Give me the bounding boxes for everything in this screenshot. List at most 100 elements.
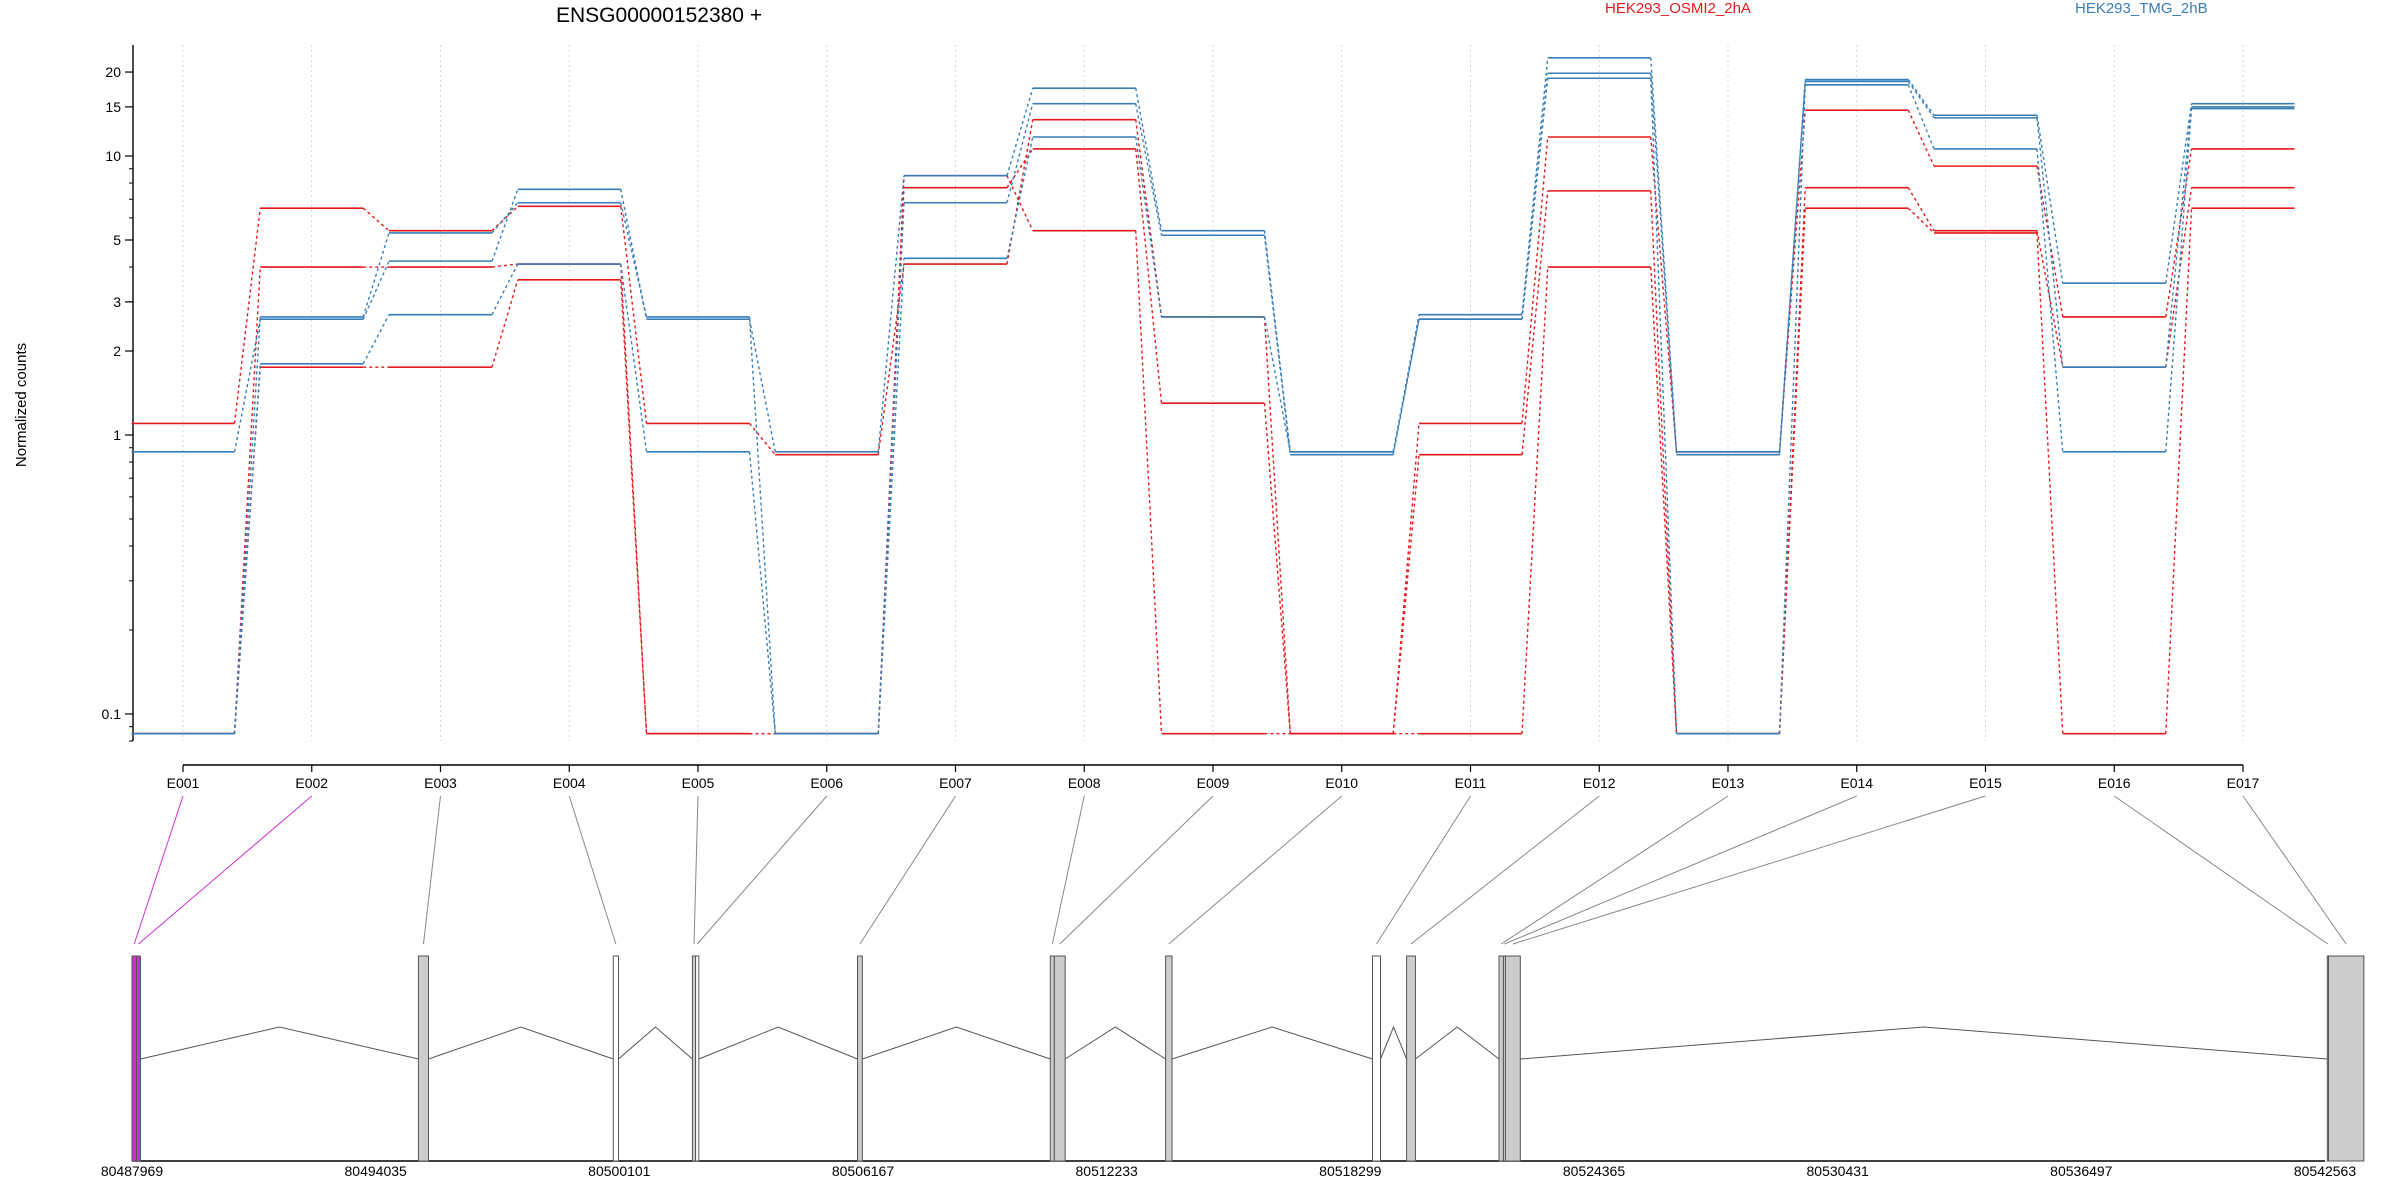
count-connector	[1778, 208, 1806, 734]
count-connector	[491, 189, 519, 262]
count-connector	[1392, 314, 1420, 452]
count-connector	[1006, 136, 1034, 259]
x-tick-label-e005: E005	[682, 775, 715, 791]
count-connector	[1907, 207, 1935, 234]
count-connector	[1521, 266, 1549, 734]
count-connector	[1778, 84, 1806, 734]
intron-line	[1520, 1026, 2328, 1060]
x-tick-label-e009: E009	[1197, 775, 1230, 791]
count-connector	[748, 451, 776, 734]
count-connector	[1778, 79, 1806, 452]
count-connector	[491, 263, 519, 315]
count-connector	[877, 175, 905, 734]
count-connector	[2036, 148, 2064, 452]
count-connector	[1521, 190, 1549, 455]
exon-block-e015	[1504, 955, 1521, 1162]
count-connector	[2036, 117, 2064, 368]
count-connector	[233, 363, 261, 734]
exon-block-e009	[1053, 955, 1066, 1162]
count-connector	[1907, 81, 1935, 119]
connector-e006	[696, 795, 828, 945]
count-connector	[1392, 319, 1420, 452]
count-connector	[1907, 109, 1935, 167]
count-connector	[748, 316, 776, 734]
exon-block-e003	[417, 955, 429, 1162]
exon-block-e001	[131, 955, 137, 1162]
exon-connector-lines	[133, 795, 2347, 945]
count-connector	[1135, 136, 1163, 318]
y-tick-label: 20	[105, 64, 121, 80]
count-connector	[1650, 190, 1678, 734]
y-tick-label: 0.1	[102, 706, 122, 722]
x-tick-label-e017: E017	[2227, 775, 2260, 791]
count-connector	[2165, 106, 2193, 368]
count-connector	[1521, 136, 1549, 424]
y-tick-label: 2	[113, 343, 121, 359]
genomic-coordinate-label: 80530431	[1807, 1163, 1870, 1179]
intron-line	[1064, 1026, 1166, 1060]
count-connector	[1263, 403, 1291, 734]
connector-e012	[1410, 795, 1600, 945]
connector-e008	[1051, 795, 1085, 945]
series-layer	[131, 56, 2295, 735]
connector-e009	[1059, 795, 1214, 945]
count-connector	[362, 207, 390, 232]
x-tick-label-e011: E011	[1455, 775, 1487, 791]
gridlines	[182, 45, 2244, 741]
count-connector	[1521, 78, 1549, 320]
genomic-coordinate-label: 80500101	[588, 1163, 651, 1179]
count-connector	[2165, 108, 2193, 452]
x-tick-label-e010: E010	[1325, 775, 1358, 791]
count-connector	[1006, 175, 1034, 231]
count-connector	[1263, 316, 1291, 452]
count-connector	[1006, 103, 1034, 203]
y-axis-label: Normalized counts	[13, 343, 30, 467]
genomic-coordinate-label: 80487969	[101, 1163, 164, 1179]
count-connector	[491, 279, 519, 368]
count-connector	[2036, 115, 2064, 284]
genomic-coordinate-label: 80524365	[1563, 1163, 1626, 1179]
chart-title: ENSG00000152380 +	[556, 4, 762, 27]
count-connector	[1778, 81, 1806, 455]
count-connector	[1135, 103, 1163, 236]
exon-block-e008	[1049, 955, 1055, 1162]
exon-block-e012	[1406, 955, 1416, 1162]
series-tmg-replicate-2	[131, 72, 2295, 735]
count-connector	[2165, 208, 2193, 734]
count-connector	[1263, 235, 1291, 455]
count-connector	[1006, 88, 1034, 176]
connector-e014	[1504, 795, 1857, 945]
count-connector	[620, 279, 648, 734]
connector-e010	[1168, 795, 1343, 945]
x-tick-label-e013: E013	[1712, 775, 1745, 791]
genomic-coordinate-label: 80494035	[345, 1163, 408, 1179]
connector-e017	[2242, 795, 2347, 945]
y-tick-label: 3	[113, 294, 121, 310]
axes: 0.1 1 2 3 5 10 15 20 E001 E002 E003 E004 E005 E006 E00…	[102, 45, 2260, 791]
count-connector	[877, 263, 905, 455]
connector-e007	[859, 795, 956, 945]
x-tick-label-e006: E006	[810, 775, 843, 791]
exon-block-e002	[135, 955, 141, 1162]
exon-block-e017	[2327, 955, 2365, 1162]
intron-line	[698, 1026, 858, 1060]
connector-e004	[568, 795, 617, 945]
count-connector	[1907, 79, 1935, 116]
connector-e003	[422, 795, 441, 945]
count-connector	[1135, 88, 1163, 231]
count-connector	[748, 319, 776, 452]
x-tick-label-e002: E002	[295, 775, 328, 791]
count-connector	[1521, 57, 1549, 315]
connector-e001	[133, 795, 184, 945]
series-osmi2-replicate-3	[131, 174, 2295, 735]
x-tick-label-e016: E016	[2098, 775, 2131, 791]
exon-block-e010	[1165, 955, 1173, 1162]
exon-block-e004	[612, 955, 619, 1162]
genomic-coordinate-label: 80536497	[2050, 1163, 2113, 1179]
x-tick-label-e014: E014	[1840, 775, 1873, 791]
x-tick-label-e007: E007	[939, 775, 972, 791]
connector-e013	[1500, 795, 1729, 945]
count-connector	[2165, 103, 2193, 284]
connector-e005	[693, 795, 699, 945]
